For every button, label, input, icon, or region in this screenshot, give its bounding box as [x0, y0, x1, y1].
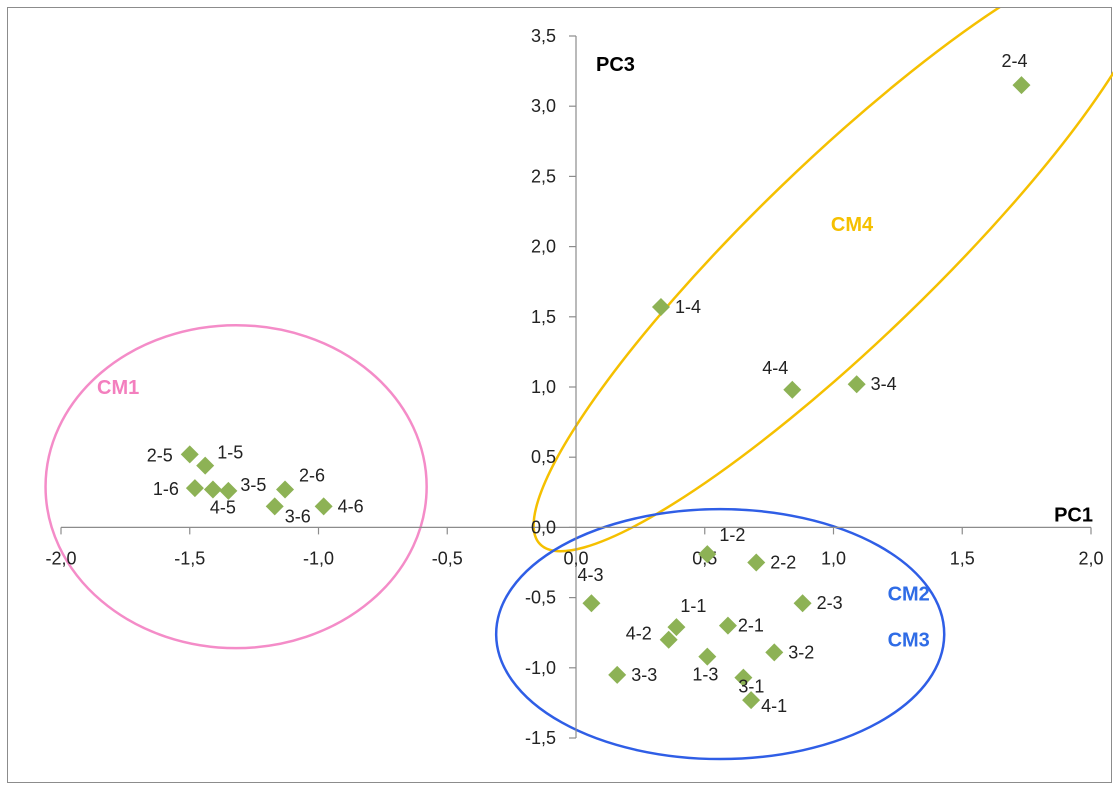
data-point-2-2 — [747, 553, 766, 572]
y-tick-label: 0,0 — [531, 517, 556, 537]
annotation-cm4: CM4 — [831, 214, 874, 236]
y-tick-label: 2,5 — [531, 166, 556, 186]
data-point-3-1 — [734, 668, 753, 687]
point-label-4-5: 4-5 — [210, 497, 236, 517]
y-tick-label: -0,5 — [525, 588, 556, 608]
cluster-outline-cm1 — [44, 323, 428, 650]
point-label-4-6: 4-6 — [338, 496, 364, 516]
data-point-2-3 — [793, 594, 812, 613]
point-labels: 2-4 1-4 4-4 3-4 2-5 1-5 1-6 4-53-5 2-6 3-6 4-6 1-2 2… — [147, 51, 1028, 716]
point-label-2-3: 2-3 — [817, 593, 843, 613]
x-tick-label: -1,0 — [303, 548, 334, 568]
point-label-3-1: 3-1 — [738, 677, 764, 697]
point-label-3-5: 3-5 — [240, 475, 266, 495]
y-tick-label: 1,0 — [531, 377, 556, 397]
point-label-1-3: 1-3 — [692, 665, 718, 685]
data-point-1-5 — [196, 456, 215, 475]
data-point-4-2 — [659, 630, 678, 649]
data-point-4-1 — [742, 691, 761, 710]
y-axis-title: PC3 — [596, 54, 635, 76]
data-point-4-4 — [783, 380, 802, 399]
x-tick-label: -2,0 — [45, 548, 76, 568]
x-tick-label: 1,5 — [950, 548, 975, 568]
cluster-outline-cm2-cm3 — [494, 507, 946, 761]
data-point-1-6 — [185, 479, 204, 498]
chart-frame: -2,0 -1,5 -1,0 -0,5 0,0 0,5 1,0 1,5 2,0 -1,5 -1,0 -… — [7, 7, 1113, 783]
y-tick-label: 1,5 — [531, 307, 556, 327]
point-label-2-5: 2-5 — [147, 445, 173, 465]
cluster-outline-cm4 — [532, 8, 1113, 553]
data-point-2-1 — [718, 616, 737, 635]
annotation-cm1: CM1 — [97, 377, 139, 399]
scatter-plot: -2,0 -1,5 -1,0 -0,5 0,0 0,5 1,0 1,5 2,0 -1,5 -1,0 -… — [44, 8, 1113, 761]
group-annotations: CM1 CM4 CM2 CM3 — [97, 214, 930, 652]
data-point-3-5 — [219, 481, 238, 500]
data-point-2-5 — [180, 445, 199, 464]
point-label-1-1: 1-1 — [680, 596, 706, 616]
y-tick-label: 0,5 — [531, 447, 556, 467]
data-points — [180, 76, 1031, 710]
data-point-1-2 — [698, 545, 717, 564]
y-tick-label: 3,5 — [531, 26, 556, 46]
data-point-1-1 — [667, 618, 686, 637]
annotation-cm3: CM3 — [888, 630, 930, 652]
data-point-3-2 — [765, 643, 784, 662]
point-label-4-1: 4-1 — [761, 696, 787, 716]
point-label-4-2: 4-2 — [626, 624, 652, 644]
point-label-2-2: 2-2 — [770, 553, 796, 573]
point-label-3-6: 3-6 — [285, 506, 311, 526]
y-tick-label: 3,0 — [531, 96, 556, 116]
data-point-2-6 — [276, 480, 295, 499]
x-tick-label: 1,0 — [821, 548, 846, 568]
tick-marks-and-labels: -2,0 -1,5 -1,0 -0,5 0,0 0,5 1,0 1,5 2,0 -1,5 -1,0 -… — [45, 26, 1103, 748]
cluster-outlines — [44, 8, 1113, 761]
point-label-4-4: 4-4 — [762, 358, 788, 378]
x-tick-label: -0,5 — [432, 548, 463, 568]
x-axis-title: PC1 — [1054, 504, 1093, 526]
point-label-2-1: 2-1 — [738, 616, 764, 636]
point-label-1-2: 1-2 — [719, 525, 745, 545]
point-label-3-2: 3-2 — [788, 642, 814, 662]
data-point-4-6 — [314, 497, 333, 516]
point-label-1-4: 1-4 — [675, 297, 701, 317]
data-point-2-4 — [1012, 76, 1031, 95]
point-label-2-6: 2-6 — [299, 465, 325, 485]
x-tick-label: -1,5 — [174, 548, 205, 568]
x-tick-label: 2,0 — [1078, 548, 1103, 568]
data-point-3-3 — [608, 665, 627, 684]
data-point-3-6 — [265, 497, 284, 516]
y-tick-label: 2,0 — [531, 237, 556, 257]
axis-titles: PC1 PC3 — [596, 54, 1093, 526]
point-label-3-4: 3-4 — [871, 374, 897, 394]
x-tick-label: 0,0 — [563, 548, 588, 568]
point-label-1-6: 1-6 — [153, 479, 179, 499]
point-label-2-4: 2-4 — [1001, 51, 1027, 71]
y-tick-label: -1,0 — [525, 658, 556, 678]
data-point-1-3 — [698, 647, 717, 666]
point-label-3-3: 3-3 — [631, 665, 657, 685]
point-label-1-5: 1-5 — [217, 443, 243, 463]
data-point-3-4 — [847, 375, 866, 394]
data-point-1-4 — [651, 297, 670, 316]
data-point-4-5 — [203, 480, 222, 499]
point-label-4-3: 4-3 — [577, 565, 603, 585]
data-point-4-3 — [582, 594, 601, 613]
y-tick-label: -1,5 — [525, 728, 556, 748]
annotation-cm2: CM2 — [888, 583, 930, 605]
